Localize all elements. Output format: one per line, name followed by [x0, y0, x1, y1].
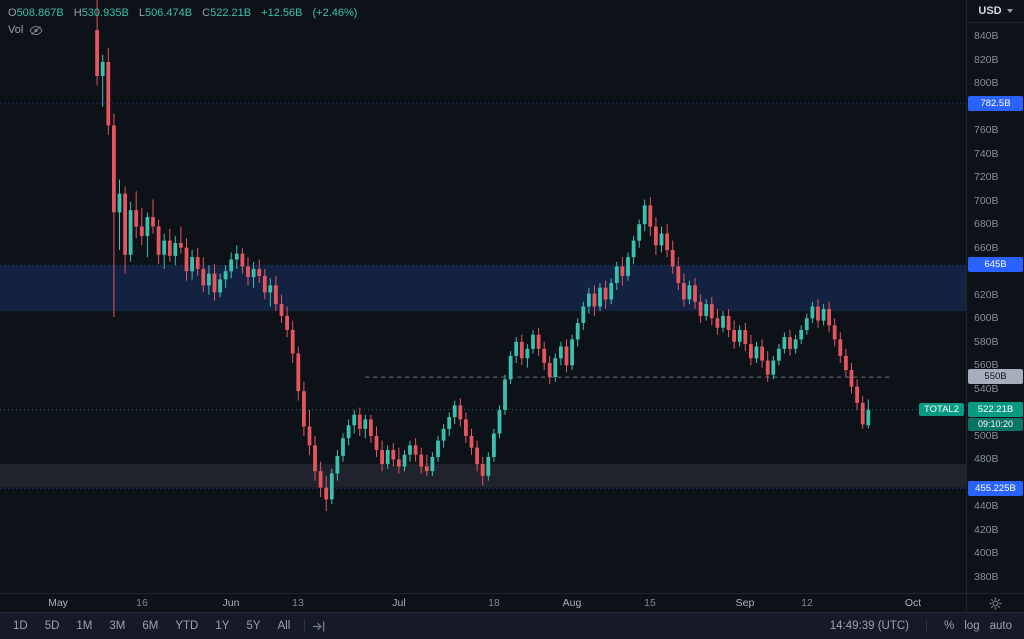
range-button-1d[interactable]: 1D	[13, 620, 28, 632]
time-tick-label: Jul	[392, 597, 406, 609]
bottom-toolbar: 1D 5D 1M 3M 6M YTD 1Y 5Y All 14:49:39 (UTC) % lo…	[0, 612, 1024, 639]
axis-corner	[966, 593, 1024, 612]
high-value: 530.935B	[81, 7, 129, 19]
price-tick-label: 820B	[974, 54, 999, 66]
range-button-6m[interactable]: 6M	[142, 620, 159, 632]
ohlc-legend: O508.867B H530.935B L506.474B C522.21B +…	[8, 7, 357, 19]
symbol-price-line-label: TOTAL2	[918, 403, 964, 416]
range-button-1y[interactable]: 1Y	[215, 620, 230, 632]
log-scale-button[interactable]: log	[964, 620, 980, 632]
candlestick-chart[interactable]	[0, 0, 966, 593]
price-tick-label: 380B	[974, 571, 999, 583]
time-tick-label: Sep	[735, 597, 755, 609]
price-tick-label: 580B	[974, 336, 999, 348]
price-level-badge[interactable]: 455.225B	[968, 481, 1023, 496]
price-tick-label: 560B	[974, 359, 999, 371]
price-tick-label: 440B	[974, 500, 999, 512]
price-tick-label: 480B	[974, 453, 999, 465]
chevron-down-icon	[1006, 9, 1013, 13]
percent-scale-button[interactable]: %	[944, 620, 955, 632]
range-button-3m[interactable]: 3M	[109, 620, 126, 632]
open-label: O	[8, 7, 17, 19]
price-level-badge[interactable]: 645B	[968, 257, 1023, 272]
time-tick-label: 15	[644, 597, 656, 609]
change-percent: (+2.46%)	[312, 7, 358, 19]
close-label: C	[202, 7, 211, 19]
time-axis[interactable]: May 16 Jun 13 Jul 18 Aug 15 Sep 12 Oct	[0, 593, 966, 612]
time-tick-label: 16	[136, 597, 148, 609]
price-tick-label: 540B	[974, 383, 999, 395]
price-axis[interactable]: USD 840B 820B 800B 760B 740B 720B 700B 680B 660B…	[966, 0, 1024, 593]
price-tick-label: 620B	[974, 289, 999, 301]
toolbar-right-group: 14:49:39 (UTC) % log auto	[830, 619, 1024, 633]
low-label: L	[138, 7, 145, 19]
currency-selector[interactable]: USD	[967, 0, 1024, 23]
price-tick-label: 740B	[974, 148, 999, 160]
toolbar-divider	[926, 619, 928, 633]
bar-close-countdown: 09:10:20	[968, 418, 1023, 431]
price-tick-label: 400B	[974, 547, 999, 559]
price-level-badge[interactable]: 522.21B	[968, 402, 1023, 417]
time-tick-label: 13	[292, 597, 304, 609]
volume-legend: Vol	[8, 24, 43, 36]
price-tick-label: 700B	[974, 195, 999, 207]
range-switcher: 1D 5D 1M 3M 6M YTD 1Y 5Y All	[0, 618, 297, 634]
range-button-5d[interactable]: 5D	[44, 620, 60, 632]
range-button-all[interactable]: All	[277, 620, 291, 632]
time-tick-label: Jun	[222, 597, 240, 609]
change-value: +12.56B	[261, 7, 303, 19]
range-button-5y[interactable]: 5Y	[246, 620, 261, 632]
price-tick-label: 720B	[974, 171, 999, 183]
range-button-1m[interactable]: 1M	[76, 620, 93, 632]
high-label: H	[73, 7, 82, 19]
price-level-badge[interactable]: 782.5B	[968, 96, 1023, 111]
time-tick-label: 18	[488, 597, 500, 609]
range-button-ytd[interactable]: YTD	[175, 620, 199, 632]
price-tick-label: 760B	[974, 124, 999, 136]
currency-label: USD	[978, 5, 1002, 17]
price-tick-label: 840B	[974, 30, 999, 42]
chart-pane[interactable]: O508.867B H530.935B L506.474B C522.21B +…	[0, 0, 966, 593]
low-value: 506.474B	[144, 7, 193, 19]
go-to-date-icon[interactable]	[312, 620, 327, 633]
eye-icon[interactable]	[29, 25, 43, 36]
toolbar-divider	[304, 619, 306, 633]
gear-icon[interactable]	[989, 597, 1002, 610]
price-tick-label: 660B	[974, 242, 999, 254]
price-tick-label: 800B	[974, 77, 999, 89]
close-value: 522.21B	[210, 7, 252, 19]
clock-utc[interactable]: 14:49:39 (UTC)	[829, 620, 910, 632]
price-tick-label: 600B	[974, 312, 999, 324]
price-level-badge[interactable]: 550B	[968, 369, 1023, 384]
auto-scale-button[interactable]: auto	[989, 620, 1012, 632]
time-tick-label: Aug	[562, 597, 582, 609]
volume-label: Vol	[8, 24, 24, 36]
price-tick-label: 420B	[974, 524, 999, 536]
time-tick-label: 12	[801, 597, 813, 609]
open-value: 508.867B	[16, 7, 64, 19]
time-tick-label: May	[48, 597, 68, 609]
price-tick-label: 680B	[974, 218, 999, 230]
price-tick-label: 500B	[974, 430, 999, 442]
time-tick-label: Oct	[904, 597, 922, 609]
